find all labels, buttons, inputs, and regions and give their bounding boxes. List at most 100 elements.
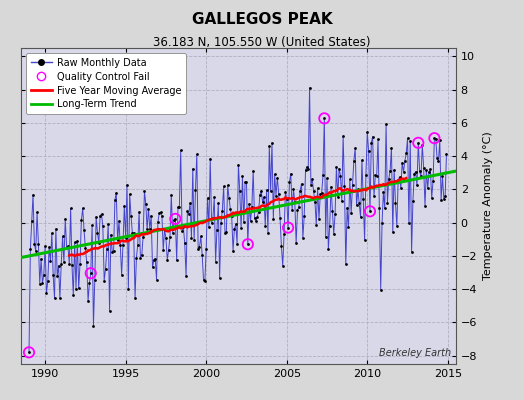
- Point: [366, 208, 374, 214]
- Point: [171, 216, 180, 222]
- Point: [186, 200, 194, 206]
- Point: [60, 259, 68, 266]
- Point: [144, 205, 152, 212]
- Point: [307, 182, 315, 188]
- Point: [284, 224, 292, 231]
- Point: [256, 192, 264, 198]
- Point: [344, 224, 353, 230]
- Point: [143, 226, 151, 232]
- Point: [128, 230, 137, 236]
- Point: [237, 225, 245, 231]
- Point: [279, 262, 287, 269]
- Point: [414, 140, 422, 146]
- Point: [183, 208, 192, 214]
- Point: [313, 185, 322, 192]
- Point: [36, 280, 44, 287]
- Point: [366, 208, 374, 214]
- Point: [113, 237, 122, 244]
- Point: [354, 186, 362, 193]
- Point: [391, 200, 400, 206]
- Point: [134, 242, 142, 248]
- Point: [421, 202, 429, 209]
- Point: [107, 232, 115, 238]
- Point: [269, 215, 278, 222]
- Point: [390, 166, 398, 173]
- Point: [84, 298, 92, 304]
- Point: [414, 140, 422, 146]
- Point: [115, 218, 123, 224]
- Point: [289, 186, 298, 192]
- Point: [336, 172, 345, 179]
- Point: [210, 194, 219, 201]
- Point: [194, 246, 202, 252]
- Point: [374, 136, 382, 143]
- Point: [268, 140, 276, 146]
- Point: [245, 201, 253, 207]
- Point: [135, 209, 143, 215]
- Point: [386, 168, 394, 174]
- Point: [174, 204, 182, 210]
- Point: [392, 223, 401, 230]
- Point: [246, 218, 255, 224]
- Point: [403, 135, 412, 142]
- Point: [49, 272, 57, 278]
- Point: [258, 199, 267, 205]
- Point: [281, 189, 290, 195]
- Point: [74, 285, 83, 292]
- Point: [222, 229, 231, 235]
- Point: [202, 246, 211, 252]
- Point: [175, 204, 183, 210]
- Point: [325, 223, 334, 229]
- Point: [139, 234, 147, 240]
- Point: [29, 192, 37, 198]
- Point: [181, 240, 189, 246]
- Point: [261, 223, 269, 229]
- Point: [218, 208, 226, 214]
- Point: [57, 261, 66, 267]
- Point: [332, 164, 341, 170]
- Point: [315, 216, 323, 222]
- Point: [420, 165, 428, 171]
- Point: [88, 222, 96, 228]
- Point: [103, 246, 111, 252]
- Point: [110, 248, 118, 254]
- Point: [250, 214, 259, 221]
- Point: [288, 207, 296, 213]
- Point: [96, 212, 104, 219]
- Point: [209, 215, 217, 221]
- Point: [34, 240, 42, 247]
- Point: [119, 242, 127, 248]
- Point: [265, 142, 274, 149]
- Point: [154, 219, 162, 226]
- Point: [363, 129, 372, 136]
- Point: [54, 262, 63, 269]
- Point: [155, 210, 163, 216]
- Point: [244, 241, 252, 248]
- Point: [93, 230, 102, 236]
- Point: [104, 221, 113, 228]
- Point: [377, 286, 385, 293]
- Point: [48, 230, 56, 236]
- Point: [428, 195, 436, 201]
- Point: [226, 206, 235, 212]
- Point: [100, 278, 108, 284]
- Point: [330, 231, 338, 237]
- Point: [125, 191, 134, 197]
- Point: [355, 200, 364, 206]
- Point: [297, 180, 305, 187]
- Text: Berkeley Earth: Berkeley Earth: [379, 348, 452, 358]
- Point: [141, 201, 150, 207]
- Point: [358, 157, 366, 163]
- Point: [291, 198, 299, 205]
- Point: [116, 242, 125, 249]
- Point: [438, 173, 446, 180]
- Point: [99, 223, 107, 230]
- Point: [97, 211, 106, 217]
- Point: [309, 188, 318, 194]
- Point: [277, 242, 286, 249]
- Point: [362, 171, 370, 178]
- Point: [394, 177, 402, 184]
- Point: [152, 276, 161, 283]
- Point: [165, 246, 173, 253]
- Point: [31, 248, 40, 254]
